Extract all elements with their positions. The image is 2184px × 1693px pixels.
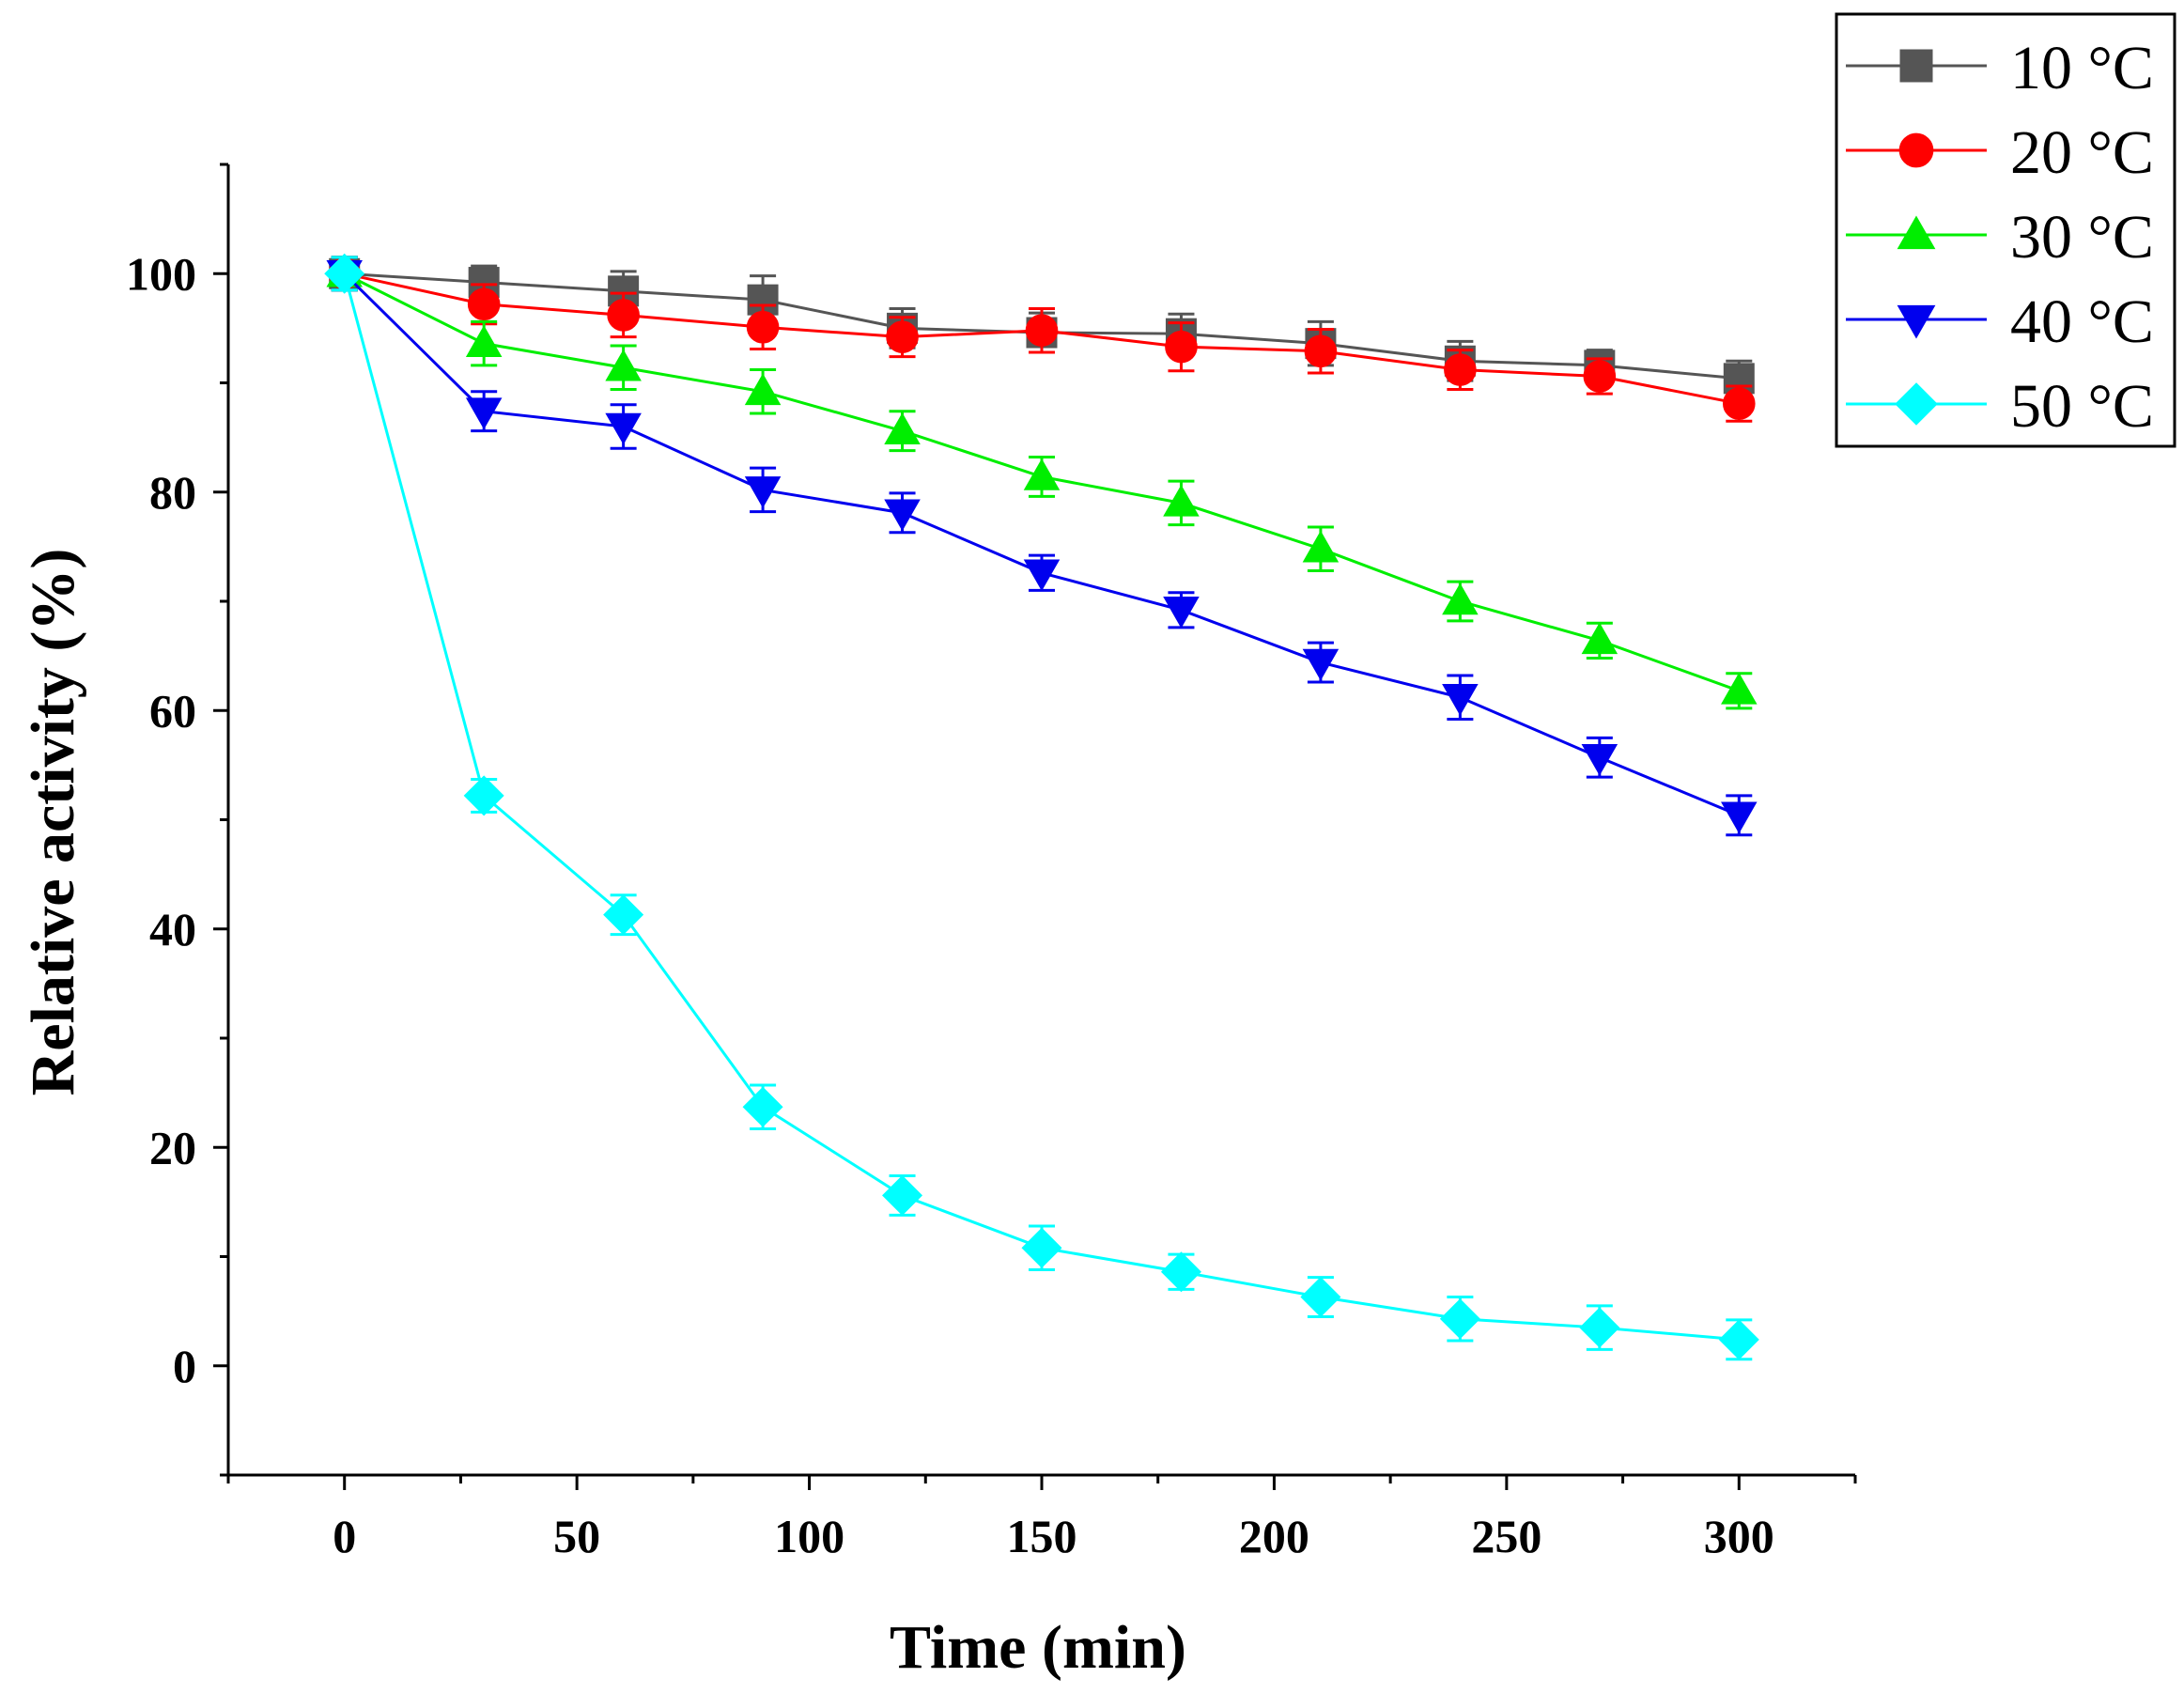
legend-marker (1895, 382, 1938, 426)
y-axis-title: Relative activity (%) (19, 549, 87, 1096)
data-point (1025, 314, 1059, 348)
series-2 (328, 256, 1756, 423)
x-tick-label: 200 (1239, 1510, 1309, 1562)
series-layer (324, 253, 1759, 1361)
legend-label: 10 °C (2010, 34, 2154, 102)
data-point (1302, 530, 1340, 563)
data-point (1021, 1227, 1062, 1268)
legend-marker (1898, 132, 1934, 168)
series-5 (324, 253, 1759, 1361)
data-point (746, 310, 780, 344)
data-point (744, 373, 782, 406)
data-point (463, 775, 504, 816)
data-point (1163, 484, 1200, 517)
legend-label: 40 °C (2010, 287, 2154, 356)
data-point (467, 287, 501, 321)
data-point (744, 476, 782, 508)
x-tick-label: 100 (774, 1510, 844, 1562)
y-tick-label: 100 (126, 247, 196, 300)
y-tick-label: 80 (149, 466, 196, 519)
x-tick-label: 150 (1007, 1510, 1077, 1562)
data-point (1304, 334, 1338, 368)
legend-marker (1897, 304, 1936, 339)
data-point (1579, 1307, 1620, 1348)
y-tick-label: 20 (149, 1121, 196, 1173)
data-point (605, 412, 642, 445)
data-point (465, 325, 503, 357)
data-point (465, 397, 503, 430)
data-point (1163, 597, 1200, 629)
legend-label: 30 °C (2010, 203, 2154, 272)
data-point (1300, 1277, 1341, 1318)
data-point (742, 1086, 783, 1127)
series-line (343, 272, 1740, 1342)
data-point (1581, 743, 1619, 776)
data-point (1023, 458, 1061, 490)
data-point (607, 299, 640, 332)
x-tick-label: 250 (1471, 1510, 1541, 1562)
x-axis-title: Time (min) (890, 1613, 1186, 1682)
data-point (884, 412, 921, 444)
y-tick-label: 60 (149, 684, 196, 737)
x-tick-label: 0 (333, 1510, 356, 1562)
data-point (882, 1174, 923, 1216)
series-3 (326, 255, 1758, 710)
data-point (1721, 801, 1758, 834)
x-tick-label: 300 (1704, 1510, 1774, 1562)
data-point (605, 349, 642, 381)
data-point (1722, 387, 1756, 420)
data-point (1023, 559, 1061, 592)
data-point (1160, 1251, 1201, 1293)
data-point (1442, 582, 1479, 615)
axes-layer: 0 20 40 60 80 100 0 50 100 150 200 250 300 (126, 163, 1857, 1562)
data-point (1721, 672, 1758, 705)
x-tick-label: 50 (553, 1510, 600, 1562)
legend-label: 20 °C (2010, 118, 2154, 187)
data-point (747, 284, 779, 316)
y-tick-label: 40 (149, 903, 196, 955)
legend: 10 °C 20 °C 30 °C 40 °C 50 °C (1835, 12, 2176, 448)
data-point (886, 320, 919, 353)
data-point (603, 894, 644, 936)
data-point (1718, 1319, 1759, 1360)
legend-label: 50 °C (2010, 372, 2154, 441)
data-point (1581, 622, 1619, 655)
data-point (1444, 353, 1477, 386)
legend-marker (1899, 49, 1933, 83)
data-point (1439, 1298, 1480, 1340)
legend-box (1835, 12, 2176, 448)
data-point (1583, 360, 1617, 393)
data-point (324, 253, 365, 294)
data-point (1302, 648, 1340, 681)
legend-marker (1897, 215, 1936, 250)
data-point (884, 499, 921, 532)
data-point (1165, 330, 1198, 364)
y-tick-label: 0 (173, 1340, 196, 1392)
data-point (1442, 684, 1479, 716)
